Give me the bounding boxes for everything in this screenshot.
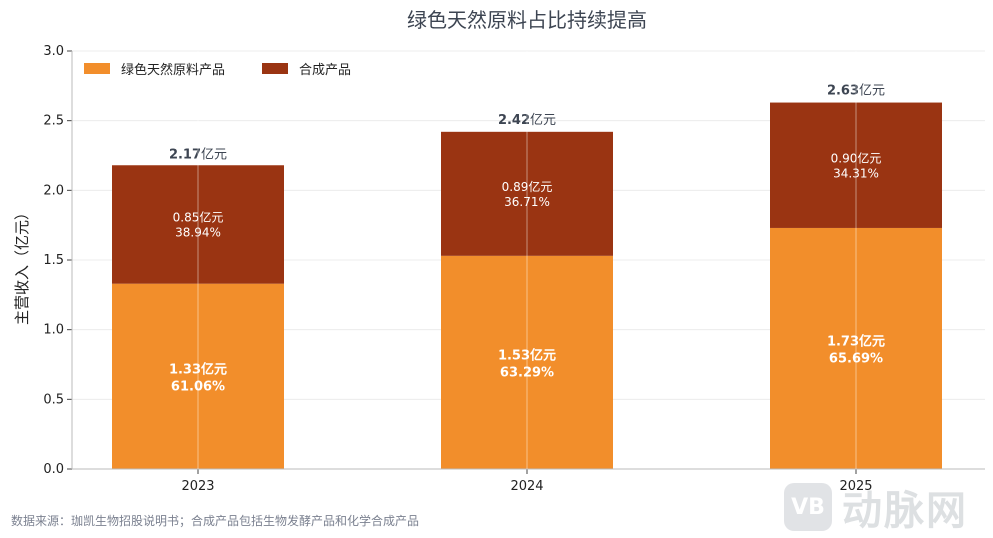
legend-swatch (84, 63, 110, 74)
y-tick-label: 1.5 (43, 253, 64, 268)
total-label: 2.42亿元 (498, 113, 556, 128)
total-value: 2.42 (498, 113, 530, 128)
bar-natural (770, 227, 942, 469)
total-unit: 亿元 (530, 113, 556, 128)
y-axis-label: 主营收入（亿元） (13, 205, 31, 325)
data-label-natural-pct: 63.29% (500, 365, 554, 380)
data-label-natural-pct: 61.06% (171, 379, 225, 394)
legend: 绿色天然原料产品 合成产品 (84, 62, 351, 78)
brand-logo-icon: VB (784, 483, 832, 531)
legend-label: 合成产品 (299, 63, 351, 78)
data-label-synthetic-pct: 36.71% (504, 195, 550, 209)
data-label-synthetic-value: 0.89亿元 (502, 179, 553, 194)
chart-title: 绿色天然原料占比持续提高 (407, 8, 647, 32)
y-tick-label: 0.5 (43, 392, 64, 407)
data-label-synthetic-value: 0.90亿元 (831, 150, 882, 165)
data-label-natural-value: 1.73亿元 (827, 333, 885, 349)
y-tick-label: 2.5 (43, 114, 64, 129)
bar-synthetic (112, 165, 284, 284)
x-tick-label: 2025 (839, 479, 872, 494)
bar-labels: 1.33亿元61.06%0.85亿元38.94%2.17亿元1.53亿元63.2… (169, 51, 885, 469)
y-tick-label: 1.0 (43, 323, 64, 338)
brand-name: 动脉网 (842, 488, 968, 534)
total-unit: 亿元 (859, 84, 885, 99)
data-label-natural-value: 1.53亿元 (498, 347, 556, 363)
y-tick-label: 0.0 (43, 462, 64, 477)
bar-synthetic (441, 131, 613, 256)
bar-natural (441, 255, 613, 469)
x-tick-label: 2023 (181, 479, 214, 494)
y-tick-label: 3.0 (43, 44, 64, 59)
watermark: VB 动脉网 (784, 478, 968, 536)
data-label-natural-pct: 65.69% (829, 351, 883, 366)
legend-swatch (262, 63, 288, 74)
legend-label: 绿色天然原料产品 (121, 62, 225, 78)
bar-natural (112, 283, 284, 469)
source-note: 数据来源：珈凯生物招股说明书；合成产品包括生物发酵产品和化学合成产品 (11, 514, 420, 528)
total-label: 2.17亿元 (169, 148, 227, 163)
bars (112, 102, 942, 469)
data-label-synthetic-value: 0.85亿元 (173, 209, 224, 224)
axes: 0.0 0.5 1.0 1.5 2.0 2.5 3.0 2023 2024 2025 (43, 44, 985, 494)
total-unit: 亿元 (201, 148, 227, 163)
bar-synthetic (770, 102, 942, 228)
data-label-synthetic-pct: 38.94% (175, 225, 221, 239)
y-tick-label: 2.0 (43, 183, 64, 198)
x-tick-label: 2024 (510, 479, 543, 494)
total-value: 2.17 (169, 148, 201, 163)
data-label-synthetic-pct: 34.31% (833, 166, 879, 180)
data-label-natural-value: 1.33亿元 (169, 361, 227, 377)
total-value: 2.63 (827, 84, 859, 99)
total-label: 2.63亿元 (827, 84, 885, 99)
